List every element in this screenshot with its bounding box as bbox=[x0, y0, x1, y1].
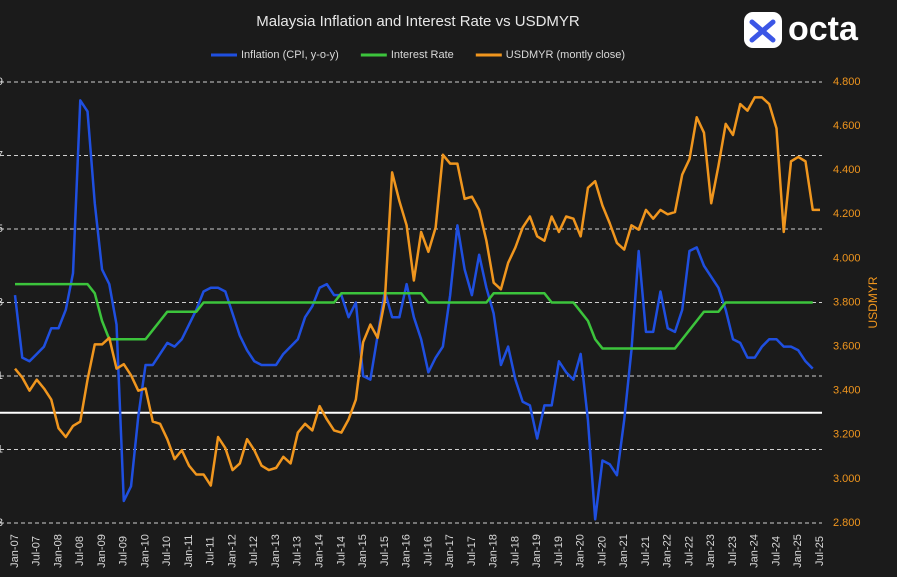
x-tick-label: Jan-08 bbox=[52, 534, 64, 568]
x-tick-label: Jul-10 bbox=[161, 536, 173, 566]
y2-tick-label: 3.000 bbox=[833, 473, 861, 485]
x-tick-label: Jan-17 bbox=[444, 534, 456, 568]
x-tick-label: Jan-07 bbox=[9, 534, 21, 568]
legend-label: USDMYR (montly close) bbox=[506, 49, 625, 61]
y2-tick-label: 3.400 bbox=[833, 385, 861, 397]
x-tick-label: Jan-24 bbox=[749, 534, 761, 568]
x-tick-label: Jan-09 bbox=[96, 534, 108, 568]
x-tick-label: Jan-15 bbox=[357, 534, 369, 568]
x-tick-label: Jan-12 bbox=[226, 534, 238, 568]
x-tick-label: Jul-07 bbox=[31, 536, 43, 566]
y2-tick-label: 4.400 bbox=[833, 164, 861, 176]
y2-tick-label: 3.200 bbox=[833, 429, 861, 441]
x-tick-label: Jan-22 bbox=[662, 534, 674, 568]
y2-tick-label: 4.000 bbox=[833, 252, 861, 264]
y2-tick-label: 2.800 bbox=[833, 517, 861, 529]
x-tick-label: Jul-11 bbox=[205, 536, 217, 565]
x-tick-label: Jul-18 bbox=[509, 536, 521, 566]
legend-label: Interest Rate bbox=[391, 49, 454, 61]
x-tick-label: Jul-23 bbox=[727, 536, 739, 566]
x-tick-label: Jan-25 bbox=[792, 534, 804, 568]
x-tick-label: Jan-14 bbox=[314, 534, 326, 568]
x-tick-label: Jul-20 bbox=[596, 536, 608, 566]
legend-label: Inflation (CPI, y-o-y) bbox=[241, 49, 339, 61]
x-tick-label: Jan-16 bbox=[401, 534, 413, 568]
x-tick-label: Jan-10 bbox=[139, 534, 151, 568]
legend: Inflation (CPI, y-o-y) Interest Rate USDMY… bbox=[211, 49, 625, 61]
x-tick-label: Jan-20 bbox=[575, 534, 587, 568]
x-tick-label: Jul-16 bbox=[422, 536, 434, 566]
x-tick-label: Jan-23 bbox=[705, 534, 717, 568]
x-tick-label: Jul-25 bbox=[814, 536, 826, 566]
x-tick-label: Jul-22 bbox=[683, 536, 695, 566]
x-tick-label: Jul-09 bbox=[118, 536, 130, 566]
y2-tick-label: 4.600 bbox=[833, 120, 861, 132]
series-line bbox=[13, 99, 814, 521]
x-tick-label: Jan-11 bbox=[183, 535, 195, 568]
y2-tick-label: 4.200 bbox=[833, 208, 861, 220]
x-tick-label: Jul-21 bbox=[640, 536, 652, 566]
x-tick-label: Jul-19 bbox=[553, 536, 565, 566]
logo-text: octa bbox=[788, 10, 859, 48]
x-tick-label: Jul-14 bbox=[335, 536, 347, 566]
x-tick-label: Jul-24 bbox=[770, 536, 782, 566]
x-tick-label: Jul-17 bbox=[466, 536, 478, 566]
chart-title: Malaysia Inflation and Interest Rate vs … bbox=[256, 13, 580, 30]
series-line bbox=[15, 282, 813, 350]
y2-axis-title: USDMYR bbox=[866, 276, 880, 328]
x-tick-label: Jan-21 bbox=[618, 534, 630, 568]
y2-tick-label: 3.600 bbox=[833, 341, 861, 353]
x-tick-label: Jan-19 bbox=[531, 534, 543, 568]
x-tick-label: Jan-18 bbox=[488, 534, 500, 568]
series-line bbox=[14, 96, 820, 487]
x-tick-label: Jul-08 bbox=[74, 536, 86, 566]
x-tick-label: Jul-12 bbox=[248, 536, 260, 566]
y2-tick-label: 4.800 bbox=[833, 76, 861, 88]
logo-icon bbox=[744, 12, 782, 48]
y2-tick-label: 3.800 bbox=[833, 296, 861, 308]
x-tick-label: Jul-13 bbox=[292, 536, 304, 566]
x-tick-label: Jul-15 bbox=[379, 536, 391, 566]
x-tick-label: Jan-13 bbox=[270, 534, 282, 568]
